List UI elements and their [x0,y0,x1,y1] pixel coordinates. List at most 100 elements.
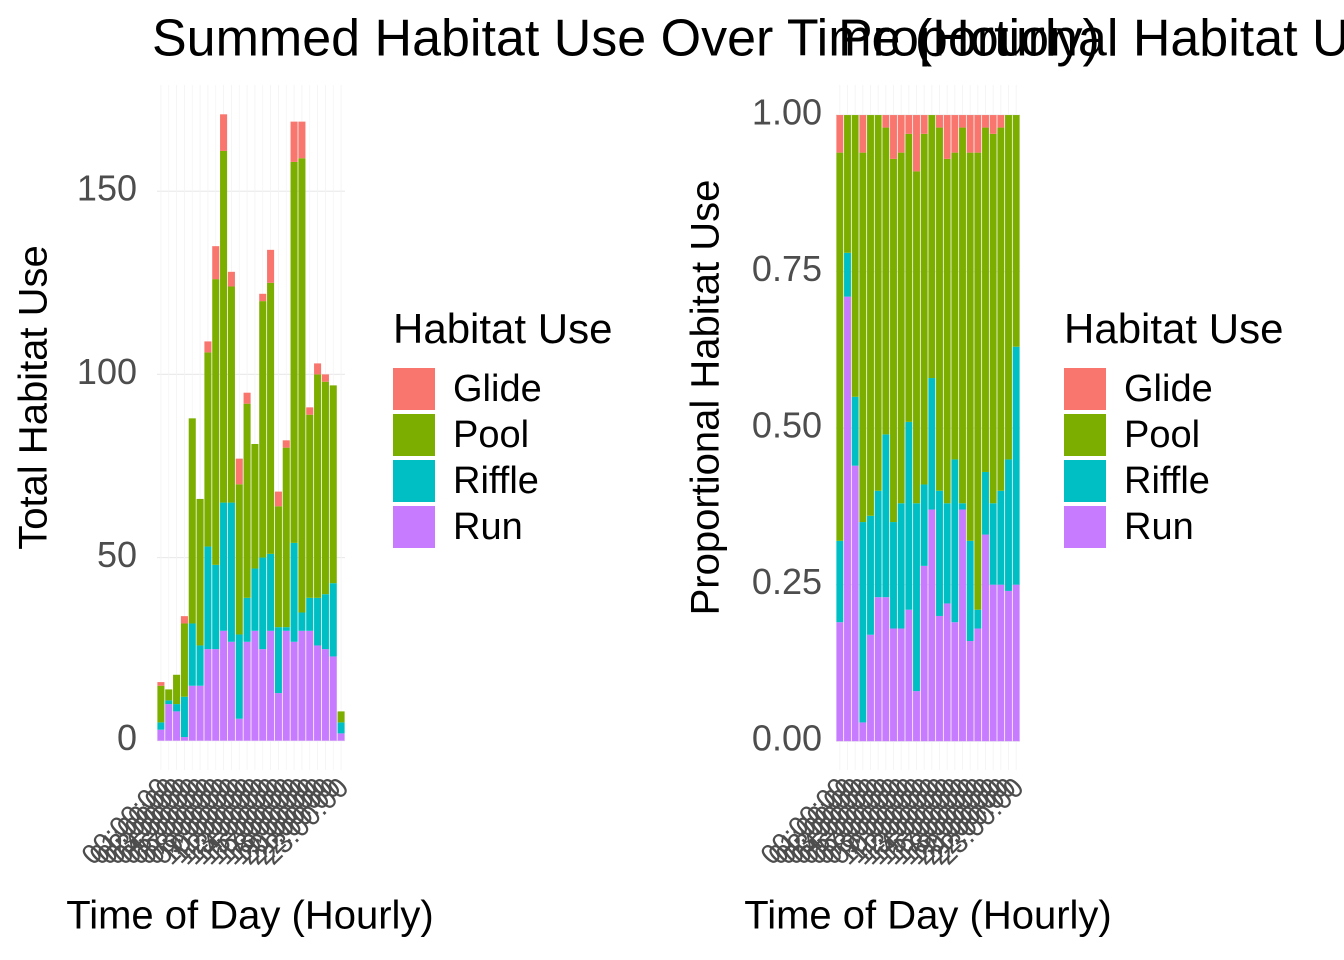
bar-segment [882,434,890,598]
bar-segment [1005,115,1012,460]
bar-segment [913,171,920,504]
bar-segment [212,564,220,650]
bar-segment [867,634,874,742]
y-tick-label: 50 [97,534,137,575]
bar-segment [920,484,928,566]
bar-segment [157,729,165,741]
bar-segment [943,115,951,159]
bar-segment [851,396,859,466]
bar-segment [337,722,345,734]
y-tick-label: 0.25 [752,561,822,602]
bar-segment [874,115,882,491]
bar-segment [913,503,920,692]
y-tick-label: 0.00 [752,718,822,759]
bar-segment [180,696,188,738]
bar-segment [859,722,867,742]
bar-segment [235,718,243,741]
bar-segment [321,594,329,650]
legend-label: Pool [1124,414,1200,456]
bar-segment [897,628,905,742]
bar-segment [928,509,936,742]
bar-segment [989,115,997,134]
bar-segment [1012,346,1020,585]
bar-segment [157,682,165,686]
bar-segment [227,502,235,642]
legend-key [1064,506,1106,548]
bar-segment [235,634,243,719]
bar-segment [890,628,897,742]
bar-segment [951,152,959,460]
bar-segment [314,363,322,375]
bar-segment [282,440,290,448]
bar-segment [936,615,943,742]
legend-label: Pool [453,414,529,456]
bar-segment [267,282,275,554]
bar-segment [259,557,267,650]
bar-segment [259,301,267,558]
y-tick-label: 100 [77,351,137,392]
bar-segment [282,627,290,631]
bar-segment [227,286,235,503]
bar-segment [274,506,282,628]
bar-segment [306,630,314,741]
bar-segment [243,392,251,404]
legend-key [393,460,435,502]
bar-segment [928,378,936,510]
bar-segment [243,403,251,598]
bar-segment [936,127,943,491]
bar-segment [951,115,959,153]
bar-segment [844,252,851,297]
bar-segment [905,421,913,610]
bar-segment [243,641,251,741]
bar-segment [959,115,966,128]
bar-segment [951,622,959,742]
bar-segment [212,279,220,565]
bar-segment [913,115,920,172]
chart-title: Summed Habitat Use Over Time (Hourly) [152,10,1100,68]
bar-segment [259,293,267,302]
bar-segment [890,522,897,629]
bar-segment [204,341,212,353]
bar-segment [235,484,243,635]
bar-segment [220,502,228,631]
bar-segment [836,115,844,153]
bar-segment [329,583,337,657]
bar-segment [1012,115,1020,347]
bar-segment [274,627,282,694]
y-tick-label: 0 [117,717,137,758]
bar-segment [974,152,982,610]
bar-segment [859,115,867,153]
bar-segment [282,447,290,628]
legend-key [1064,460,1106,502]
bar-segment [966,641,974,742]
bar-segment [173,704,181,712]
bar-segment [267,249,275,283]
bar-segment [173,711,181,741]
bar-segment [966,115,974,153]
bar-segment [836,622,844,742]
bar-segment [235,458,243,485]
bar-segment [220,114,228,151]
bar-segment [180,737,188,741]
bar-segment [943,503,951,604]
bar-segment [943,158,951,504]
bar-segment [966,540,974,642]
bar-segment [1005,459,1012,591]
y-tick-label: 0.75 [752,248,822,289]
bar-segment [974,115,982,153]
bar-segment [267,630,275,741]
bar-segment [251,568,259,631]
bar-segment [306,407,314,415]
bar-segment [337,711,345,723]
bar-segment [997,490,1005,585]
bar-segment [874,490,882,598]
bar-segment [920,565,928,742]
bar-segment [290,121,298,162]
legend-key [1064,368,1106,410]
bar-segment [298,121,306,159]
bar-segment [997,127,1005,491]
bar-segment [982,471,989,535]
bar-segment [290,641,298,741]
bar-segment [905,609,913,742]
